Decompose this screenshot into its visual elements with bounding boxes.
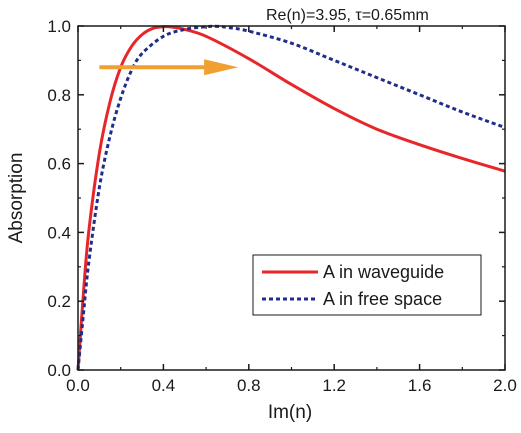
legend-label-waveguide: A in waveguide [323, 262, 444, 282]
x-tick-label: 1.6 [408, 376, 432, 395]
ticks-layer: 0.0 0.4 0.8 1.2 1.6 2.0 0.0 0.2 0.4 0.6 0.8 1.0 [47, 17, 516, 395]
y-tick-label: 1.0 [47, 17, 71, 36]
series-layer [76, 24, 506, 371]
x-tick-label: 0.8 [237, 376, 261, 395]
legend-label-free-space: A in free space [323, 289, 442, 309]
y-tick-label: 0.2 [47, 292, 71, 311]
y-tick-label: 0.0 [47, 361, 71, 380]
legend-box [252, 254, 482, 316]
parameter-annotation: Re(n)=3.95, τ=0.65mm [266, 7, 429, 24]
y-tick-label: 0.6 [47, 155, 71, 174]
arrow-layer [99, 59, 239, 76]
legend: A in waveguide A in free space [252, 254, 482, 316]
arrow-head [204, 59, 239, 76]
y-tick-label: 0.4 [47, 223, 71, 242]
x-tick-label: 0.4 [152, 376, 176, 395]
axes-layer [77, 25, 506, 371]
x-tick-label: 1.2 [322, 376, 346, 395]
x-tick-label: 0.0 [66, 376, 90, 395]
series-line-waveguide [76, 25, 506, 371]
x-tick-label: 2.0 [493, 376, 517, 395]
y-axis-label: Absorption [6, 153, 27, 244]
plot-frame [77, 25, 506, 371]
x-axis-label: Im(n) [268, 402, 312, 423]
y-tick-label: 0.8 [47, 86, 71, 105]
series-line-free-space [76, 24, 506, 371]
